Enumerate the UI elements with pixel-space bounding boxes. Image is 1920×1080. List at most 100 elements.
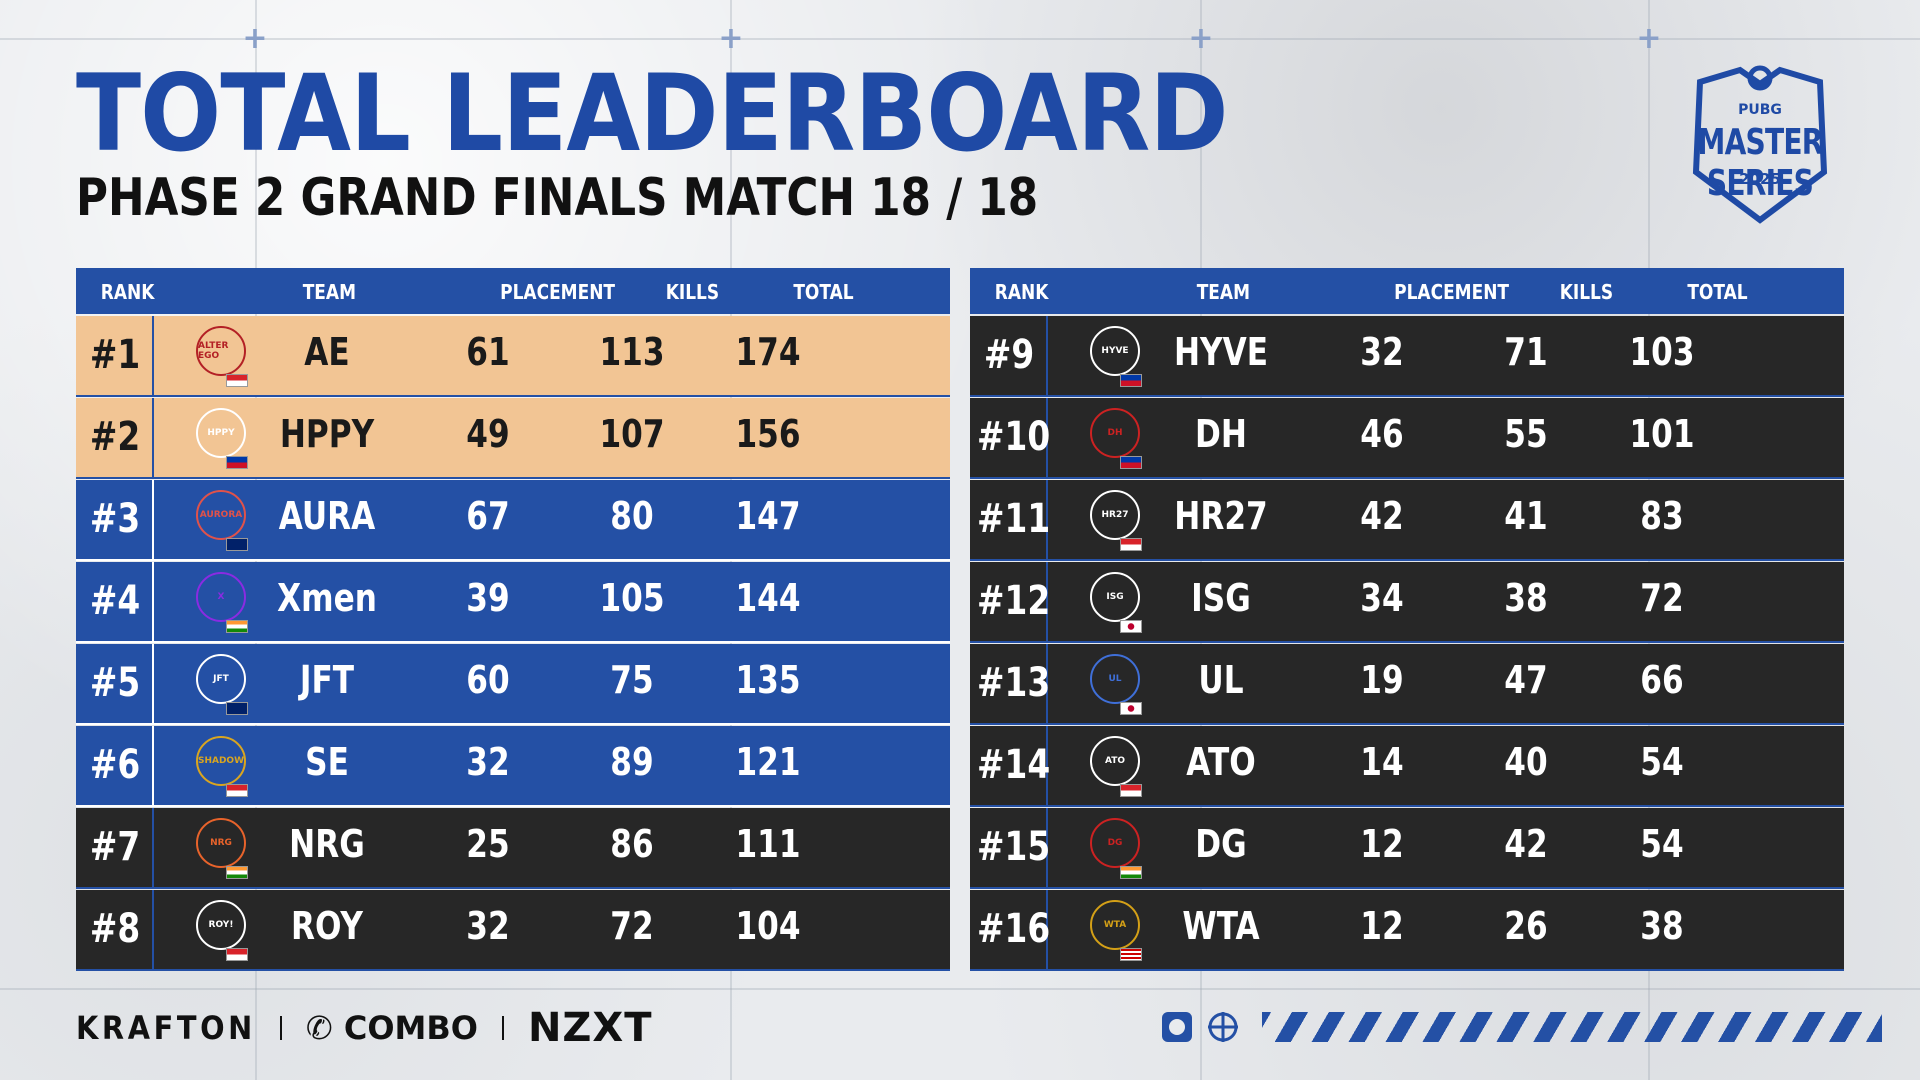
team-logo-icon: UL <box>1090 654 1140 704</box>
col-placement: PLACEMENT <box>1394 280 1510 304</box>
team-logo: DG <box>1090 818 1146 879</box>
placement-value: 19 <box>1360 658 1404 702</box>
row-divider <box>76 723 950 725</box>
placement-value: 12 <box>1360 822 1404 866</box>
team-logo: X <box>196 572 252 633</box>
flag-icon <box>1120 620 1142 633</box>
team-logo: ISG <box>1090 572 1146 633</box>
team-logo-icon: ATO <box>1090 736 1140 786</box>
team-name: AURA <box>278 494 376 538</box>
kills-value: 89 <box>610 740 654 784</box>
rank-value: #11 <box>977 496 1051 542</box>
team-logo-icon: X <box>196 572 246 622</box>
total-value: 72 <box>1640 576 1684 620</box>
col-rank: RANK <box>100 280 155 304</box>
series-logo-year: 2025 <box>1739 170 1781 188</box>
flag-icon <box>226 784 248 797</box>
placement-value: 42 <box>1360 494 1404 538</box>
team-logo-icon: DH <box>1090 408 1140 458</box>
team-name: ATO <box>1186 740 1256 784</box>
row-divider <box>76 559 950 561</box>
total-value: 174 <box>735 330 801 374</box>
master-series-logo: PUBG MASTER SERIES 2025 <box>1660 62 1860 230</box>
placement-value: 60 <box>466 658 510 702</box>
team-logo: HR27 <box>1090 490 1146 551</box>
col-team: TEAM <box>1196 280 1250 304</box>
team-logo: ATO <box>1090 736 1146 797</box>
kills-value: 40 <box>1504 740 1548 784</box>
col-placement: PLACEMENT <box>500 280 616 304</box>
rank-cell: #12 <box>970 562 1050 642</box>
table-row: #4 X Xmen 39 105 144 <box>76 562 950 643</box>
kills-value: 107 <box>599 412 665 456</box>
team-logo-icon: DG <box>1090 818 1140 868</box>
page-subtitle: PHASE 2 GRAND FINALS MATCH 18 / 18 <box>76 168 1039 228</box>
team-name: UL <box>1198 658 1244 702</box>
table-row: #2 HPPY HPPY 49 107 156 <box>76 398 950 479</box>
divider <box>279 1016 282 1040</box>
leaderboard-left: RANK TEAM PLACEMENT KILLS TOTAL #1 ALTER … <box>76 268 950 971</box>
team-logo-text: WTA <box>1103 920 1127 930</box>
crosshair-mark: + <box>242 21 268 56</box>
kills-value: 42 <box>1504 822 1548 866</box>
rank-value: #7 <box>89 824 141 870</box>
kills-value: 26 <box>1504 904 1548 948</box>
flag-icon <box>226 866 248 879</box>
leaderboard-right: RANK TEAM PLACEMENT KILLS TOTAL #9 HYVE HY… <box>970 268 1844 971</box>
total-value: 111 <box>735 822 801 866</box>
placement-value: 67 <box>466 494 510 538</box>
row-divider <box>970 887 1844 889</box>
row-divider <box>970 641 1844 643</box>
placement-value: 32 <box>1360 330 1404 374</box>
total-value: 54 <box>1640 740 1684 784</box>
total-value: 101 <box>1629 412 1695 456</box>
rank-cell: #7 <box>76 808 154 888</box>
table-header: RANK TEAM PLACEMENT KILLS TOTAL <box>970 268 1844 314</box>
table-row: #14 ATO ATO 14 40 54 <box>970 726 1844 807</box>
flag-icon <box>1120 866 1142 879</box>
sponsor-bar: KRAFTON ✆ COMBO NZXT <box>76 1005 653 1051</box>
phone-icon: ✆ <box>305 1009 333 1047</box>
total-value: 66 <box>1640 658 1684 702</box>
team-logo: ALTER EGO <box>196 326 252 387</box>
team-logo-icon: ISG <box>1090 572 1140 622</box>
rank-value: #13 <box>977 660 1051 706</box>
rank-value: #2 <box>89 414 141 460</box>
team-logo: HPPY <box>196 408 252 469</box>
team-name: HYVE <box>1173 330 1269 374</box>
rank-value: #8 <box>89 906 141 952</box>
crosshair-mark: + <box>718 21 744 56</box>
sponsor-combo: ✆ COMBO <box>306 1009 478 1047</box>
team-logo: NRG <box>196 818 252 879</box>
team-name: WTA <box>1182 904 1260 948</box>
rank-cell: #2 <box>76 398 154 478</box>
total-value: 144 <box>735 576 801 620</box>
row-divider <box>76 805 950 807</box>
rank-value: #4 <box>89 578 141 624</box>
sponsor-krafton: KRAFTON <box>76 1009 256 1047</box>
col-rank: RANK <box>994 280 1049 304</box>
rank-value: #9 <box>983 332 1035 378</box>
sponsor-combo-label: COMBO <box>343 1009 478 1047</box>
team-logo: AURORA <box>196 490 252 551</box>
row-divider <box>76 969 950 971</box>
rank-cell: #10 <box>970 398 1050 478</box>
team-name: AE <box>304 330 350 374</box>
placement-value: 46 <box>1360 412 1404 456</box>
row-divider <box>970 559 1844 561</box>
kills-value: 55 <box>1504 412 1548 456</box>
sponsor-nzxt: NZXT <box>527 1005 653 1051</box>
team-logo-icon: HYVE <box>1090 326 1140 376</box>
team-name: HPPY <box>279 412 375 456</box>
team-logo-text: DH <box>1107 428 1123 438</box>
total-value: 38 <box>1640 904 1684 948</box>
rank-value: #15 <box>977 824 1051 870</box>
rank-cell: #1 <box>76 316 154 396</box>
team-logo-text: JFT <box>213 674 229 684</box>
total-value: 121 <box>735 740 801 784</box>
series-logo-pubg: PUBG <box>1738 102 1782 118</box>
decorative-stripes <box>1262 1012 1882 1042</box>
kills-value: 41 <box>1504 494 1548 538</box>
team-name: HR27 <box>1174 494 1268 538</box>
team-logo-icon: JFT <box>196 654 246 704</box>
